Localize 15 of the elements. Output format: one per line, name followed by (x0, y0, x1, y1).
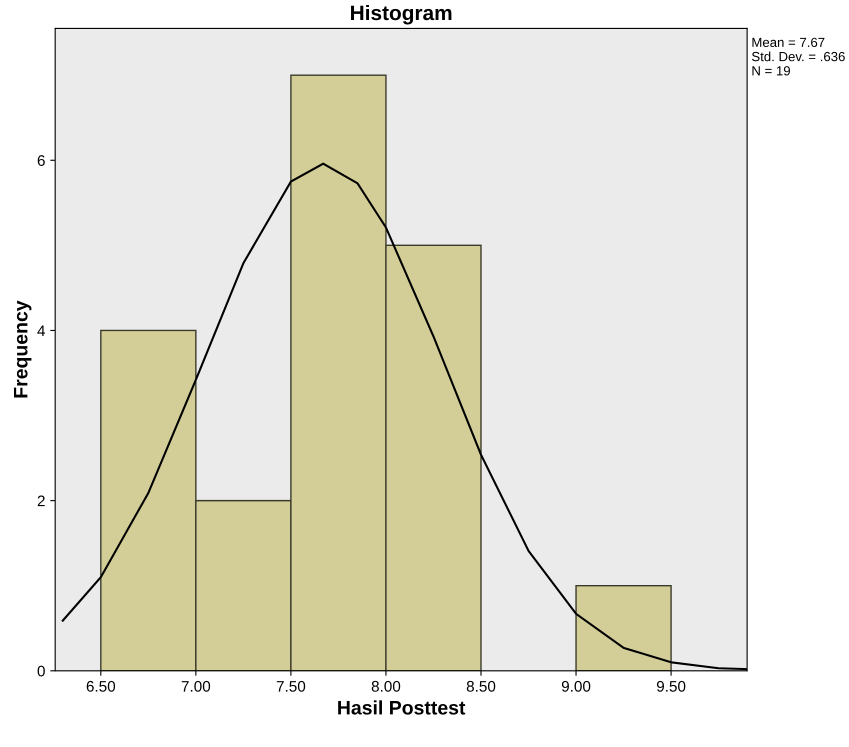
y-tick-label: 4 (37, 325, 46, 336)
x-tick-label: 7.50 (276, 680, 306, 692)
y-tick-label: 6 (38, 155, 45, 166)
x-axis-title: Hasil Posttest (338, 700, 466, 715)
chart-title: Histogram (351, 4, 452, 24)
text: Mean = 7.67 Std. Dev. = .636 N = 19 (752, 38, 845, 76)
x-tick-label: 9.00 (562, 680, 590, 692)
x-tick-label: 7.00 (182, 680, 210, 692)
x-tick-label: 8.00 (372, 680, 400, 692)
y-tick-label: 2 (38, 495, 45, 506)
x-tick-label: 8.50 (466, 680, 496, 692)
x-tick-label: 6.50 (86, 680, 116, 692)
x-tick-label: 9.50 (656, 680, 686, 692)
y-axis-title: Frequency (14, 300, 32, 398)
y-tick-label: 0 (38, 666, 45, 676)
